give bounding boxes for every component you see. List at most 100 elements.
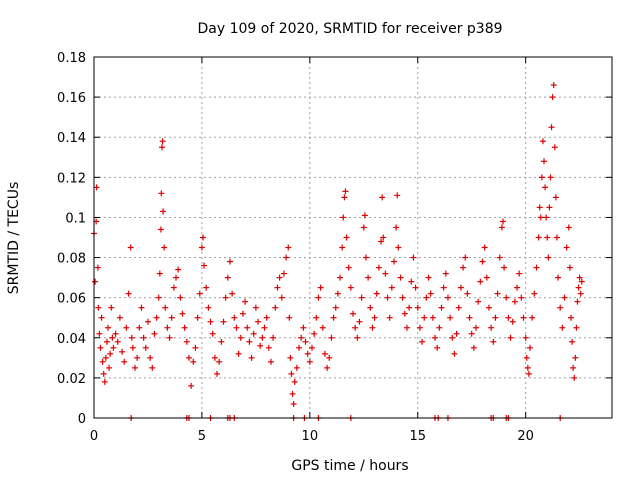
data-point: [147, 354, 154, 361]
data-point: [216, 358, 223, 365]
data-point: [470, 344, 477, 351]
data-point: [265, 344, 272, 351]
data-point: [391, 258, 398, 265]
data-point: [175, 266, 182, 273]
data-point: [101, 378, 108, 385]
data-point: [250, 330, 257, 337]
data-point: [350, 310, 356, 317]
data-point: [332, 304, 339, 311]
data-point: [529, 314, 536, 321]
data-point: [190, 358, 197, 365]
plot-frame: [93, 56, 613, 419]
data-point: [324, 364, 331, 371]
data-point: [453, 330, 460, 337]
data-point: [179, 310, 186, 317]
data-point: [218, 338, 225, 345]
data-point: [321, 350, 328, 357]
data-point: [457, 284, 464, 291]
data-point: [109, 334, 116, 341]
data-point: [162, 304, 169, 311]
data-point: [373, 290, 380, 297]
data-point: [98, 314, 105, 321]
data-point: [270, 334, 277, 341]
data-point: [233, 324, 240, 331]
data-point: [432, 334, 439, 341]
data-point: [291, 378, 298, 385]
data-point: [503, 294, 510, 301]
data-point: [442, 270, 449, 277]
data-point: [337, 274, 344, 281]
data-point: [97, 344, 104, 351]
ticks: 0 5 10 15 20 0 0.02 0.04 0.06 0.08 0.1 0.12 0.14 0.16…: [57, 51, 612, 444]
data-point: [507, 334, 514, 341]
data-point: [110, 344, 117, 351]
data-point: [367, 304, 374, 311]
data-point: [311, 330, 318, 337]
data-point: [429, 314, 436, 321]
data-point: [468, 330, 475, 337]
data-point: [340, 214, 347, 221]
data-point: [369, 324, 376, 331]
data-point: [533, 264, 540, 271]
data-point: [371, 314, 378, 321]
data-point: [399, 294, 406, 301]
y-axis-label: SRMTID / TECUs: [6, 182, 22, 295]
data-point: [199, 234, 206, 241]
data-point: [475, 298, 482, 305]
data-point: [358, 294, 365, 301]
data-point: [492, 314, 499, 321]
data-point: [498, 224, 505, 231]
data-point: [490, 338, 497, 345]
data-point: [553, 234, 560, 241]
data-point: [158, 144, 165, 151]
data-point: [168, 314, 175, 321]
data-point: [501, 264, 508, 271]
data-point: [246, 338, 253, 345]
data-point: [419, 338, 426, 345]
data-point: [116, 314, 123, 321]
data-point: [96, 330, 103, 337]
data-point: [462, 254, 469, 261]
data-point: [520, 314, 527, 321]
data-point: [285, 244, 292, 251]
y-tick-label: 0.1: [65, 211, 86, 226]
y-tick-label: 0.14: [57, 131, 86, 146]
data-point: [263, 314, 270, 321]
data-point: [188, 382, 195, 389]
data-point: [455, 304, 462, 311]
data-point: [393, 224, 400, 231]
data-point: [220, 318, 227, 325]
data-point: [362, 254, 369, 261]
data-point: [125, 290, 132, 297]
data-point: [157, 226, 164, 233]
data-point: [283, 254, 290, 261]
y-tick-label: 0.06: [57, 292, 86, 307]
data-point: [267, 358, 274, 365]
data-point: [447, 314, 454, 321]
data-point: [140, 334, 147, 341]
x-tick-label: 10: [302, 429, 319, 444]
data-point: [361, 212, 368, 219]
x-tick-label: 5: [198, 429, 206, 444]
data-point: [481, 244, 488, 251]
data-point: [286, 314, 293, 321]
data-point: [423, 294, 430, 301]
data-point: [257, 342, 264, 349]
y-tick-label: 0.08: [57, 252, 86, 267]
data-point: [578, 278, 585, 285]
data-point: [542, 184, 549, 191]
data-point: [293, 364, 300, 371]
data-point: [123, 324, 130, 331]
data-point: [347, 284, 354, 291]
data-point: [574, 298, 581, 305]
data-point: [473, 324, 480, 331]
data-point: [306, 358, 313, 365]
data-point: [161, 244, 168, 251]
data-point: [577, 290, 584, 297]
data-point: [421, 314, 428, 321]
data-point: [356, 318, 363, 325]
data-point: [300, 324, 307, 331]
data-point: [261, 324, 268, 331]
data-point: [570, 364, 577, 371]
x-tick-label: 20: [517, 429, 534, 444]
